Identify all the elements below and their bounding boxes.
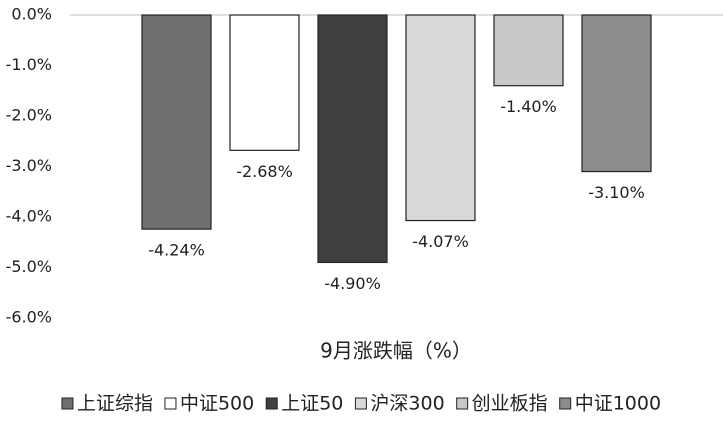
- value-label: -3.10%: [588, 183, 645, 202]
- value-label: -2.68%: [236, 162, 293, 181]
- y-tick-label: -3.0%: [6, 156, 52, 175]
- y-tick-label: -2.0%: [6, 106, 52, 125]
- legend-swatch: [164, 397, 177, 410]
- legend-label: 上证50: [281, 393, 343, 415]
- bar: [141, 14, 212, 230]
- y-tick-label: -6.0%: [6, 308, 52, 327]
- legend-swatch: [456, 397, 469, 410]
- category-label: 9月涨跌幅（%）: [320, 339, 472, 363]
- legend-swatch: [354, 397, 367, 410]
- bar: [229, 14, 300, 151]
- bar: [405, 14, 476, 222]
- value-label: -1.40%: [500, 97, 557, 116]
- legend-label: 上证综指: [77, 393, 153, 415]
- legend-label: 创业板指: [472, 393, 548, 415]
- legend-swatch: [559, 397, 572, 410]
- value-label: -4.24%: [148, 241, 205, 260]
- legend-label: 中证1000: [575, 393, 661, 415]
- bar: [493, 14, 564, 87]
- legend-swatch: [265, 397, 278, 410]
- legend-label: 沪深300: [370, 393, 444, 415]
- y-tick-label: -4.0%: [6, 207, 52, 226]
- y-tick-label: -5.0%: [6, 257, 52, 276]
- legend-label: 中证500: [180, 393, 254, 415]
- legend-swatch: [61, 397, 74, 410]
- y-tick-label: -1.0%: [6, 55, 52, 74]
- bar: [581, 14, 652, 173]
- bar: [317, 14, 388, 264]
- y-tick-label: 0.0%: [11, 5, 52, 24]
- value-label: -4.07%: [412, 232, 469, 251]
- value-label: -4.90%: [324, 274, 381, 293]
